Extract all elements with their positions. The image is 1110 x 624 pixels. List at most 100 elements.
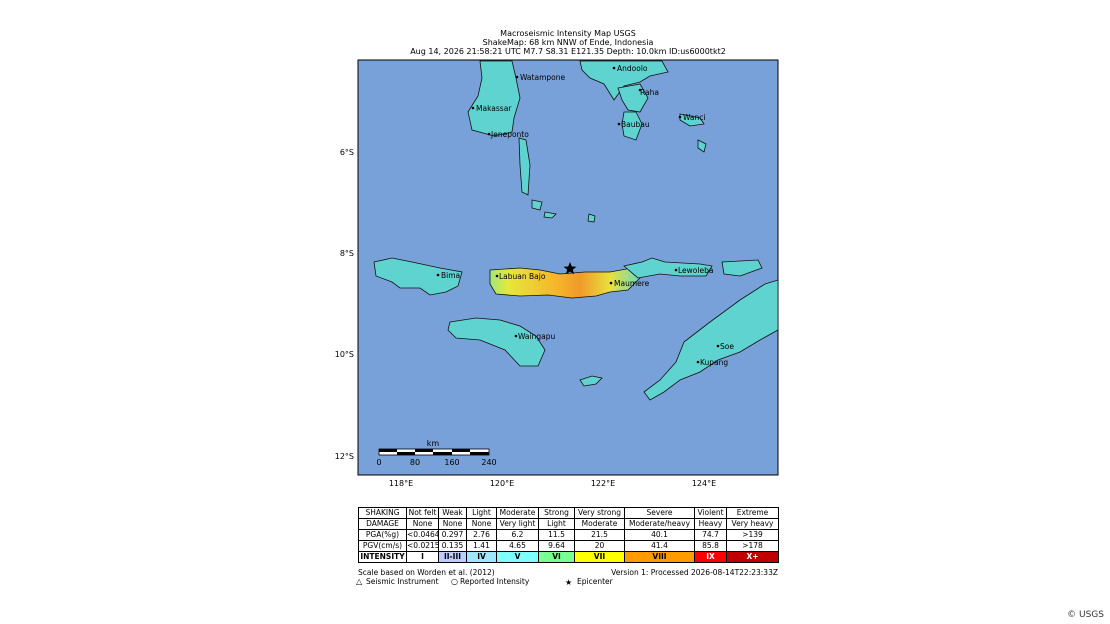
- scale-segment: [433, 452, 452, 455]
- legend-cell: 21.5: [574, 529, 625, 541]
- legend-cell: 11.5: [538, 529, 575, 541]
- row-header: SHAKING: [358, 507, 407, 519]
- graticule-labels: 6°S 8°S 10°S 12°S 118°E 120°E 122°E 124°…: [335, 148, 716, 488]
- city-label: Soe: [720, 342, 734, 351]
- epicenter-star: [563, 262, 577, 275]
- legend-cell: <0.0464: [406, 529, 439, 541]
- legend-cell: Moderate: [496, 507, 539, 519]
- row-header: PGV(cm/s): [358, 540, 407, 552]
- legend-cell: IV: [466, 551, 497, 563]
- row-header: INTENSITY: [358, 551, 407, 563]
- city-label: Jeneponto: [490, 130, 529, 139]
- city-label: Lewoleba: [678, 266, 713, 275]
- legend-cell: I: [406, 551, 439, 563]
- legend-cell: Strong: [538, 507, 575, 519]
- legend-cell: None: [406, 518, 439, 530]
- scale-label: 80: [410, 458, 420, 467]
- legend-cell: II-III: [438, 551, 467, 563]
- legend-cell: <0.0215: [406, 540, 439, 552]
- legend-row: PGV(cm/s) <0.0215 0.135 1.41 4.65 9.64 20 41.4 8…: [358, 540, 779, 552]
- scale-label: 0: [376, 458, 381, 467]
- legend-cell: 6.2: [496, 529, 539, 541]
- city-dot: [696, 360, 700, 364]
- legend-row: DAMAGE None None None Very light Light Moderat…: [358, 518, 779, 530]
- star-symbol: ★: [565, 578, 572, 587]
- legend-cell: Weak: [438, 507, 467, 519]
- legend-cell: Light: [466, 507, 497, 519]
- legend-cell: 85.8: [694, 540, 727, 552]
- city-label: Bima: [441, 271, 460, 280]
- legend-cell: Very strong: [574, 507, 625, 519]
- circle-symbol: ○: [451, 577, 458, 586]
- scale-segment: [397, 452, 415, 455]
- legend-row: PGA(%g) <0.0464 0.297 2.76 6.2 11.5 21.5 40.1 74…: [358, 529, 779, 541]
- city-label: Makassar: [476, 104, 512, 113]
- legend-cell: 20: [574, 540, 625, 552]
- legend-cell: Light: [538, 518, 575, 530]
- city-label: Kupang: [700, 358, 728, 367]
- city-dot: [514, 334, 518, 338]
- city-label: Maumere: [614, 279, 650, 288]
- legend-cell: None: [438, 518, 467, 530]
- lon-label: 122°E: [591, 479, 615, 488]
- legend-cell: 4.65: [496, 540, 539, 552]
- legend-cell: 0.297: [438, 529, 467, 541]
- city-dot: [612, 66, 616, 70]
- city-dot: [716, 344, 720, 348]
- city-dot: [617, 122, 621, 126]
- lon-label: 120°E: [490, 479, 514, 488]
- legend-instrument: Seismic Instrument: [366, 577, 439, 586]
- city-label: Wanci: [683, 113, 706, 122]
- scale-label: 240: [481, 458, 496, 467]
- scale-segment: [379, 449, 397, 452]
- legend-row: SHAKING Not felt Weak Light Moderate Strong Ve…: [358, 507, 779, 519]
- city-dot: [674, 268, 678, 272]
- legend-cell: 40.1: [624, 529, 695, 541]
- city-dot: [515, 75, 519, 79]
- row-header: PGA(%g): [358, 529, 407, 541]
- legend-row: INTENSITY I II-III IV V VI VII VIII IX X+: [358, 551, 779, 563]
- legend-cell: Not felt: [406, 507, 439, 519]
- intensity-legend: SHAKING Not felt Weak Light Moderate Strong Ve…: [358, 507, 779, 563]
- city-dot: [487, 132, 491, 136]
- scale-bar: km 0 80 160 240: [376, 439, 496, 467]
- legend-cell: 41.4: [624, 540, 695, 552]
- scale-segment: [415, 449, 433, 452]
- version-note: Version 1: Processed 2026-08-14T22:23:33…: [611, 568, 778, 577]
- city-label: Watampone: [520, 73, 565, 82]
- legend-cell: 74.7: [694, 529, 727, 541]
- scale-unit: km: [427, 439, 440, 448]
- legend-cell: VII: [574, 551, 625, 563]
- scale-label: 160: [444, 458, 459, 467]
- legend-cell: Very heavy: [726, 518, 779, 530]
- legend-cell: V: [496, 551, 539, 563]
- scale-note: Scale based on Worden et al. (2012): [358, 568, 495, 577]
- triangle-symbol: △: [356, 577, 363, 586]
- lat-label: 8°S: [340, 249, 354, 258]
- city-dot: [609, 281, 613, 285]
- legend-cell: Extreme: [726, 507, 779, 519]
- city-label: Labuan Bajo: [499, 272, 546, 281]
- legend-cell: None: [466, 518, 497, 530]
- city-label: Waingapu: [518, 332, 555, 341]
- city-label: Andoolo: [617, 64, 648, 73]
- legend-reported: Reported Intensity: [460, 577, 530, 586]
- legend-cell: >178: [726, 540, 779, 552]
- city-label: Raha: [640, 88, 659, 97]
- lat-label: 12°S: [335, 452, 354, 461]
- city-dot: [436, 273, 440, 277]
- credit: © USGS: [1067, 610, 1104, 620]
- legend-cell: Moderate/heavy: [624, 518, 695, 530]
- legend-cell: Very light: [496, 518, 539, 530]
- legend-cell: Severe: [624, 507, 695, 519]
- legend-cell: IX: [694, 551, 727, 563]
- legend-cell: Moderate: [574, 518, 625, 530]
- legend-cell: VI: [538, 551, 575, 563]
- map-subtitle: ShakeMap: 68 km NNW of Ende, Indonesia: [483, 38, 654, 47]
- row-header: DAMAGE: [358, 518, 407, 530]
- map-details: Aug 14, 2026 21:58:21 UTC M7.7 S8.31 E12…: [410, 47, 726, 56]
- legend-cell: Heavy: [694, 518, 727, 530]
- city-dot: [471, 106, 475, 110]
